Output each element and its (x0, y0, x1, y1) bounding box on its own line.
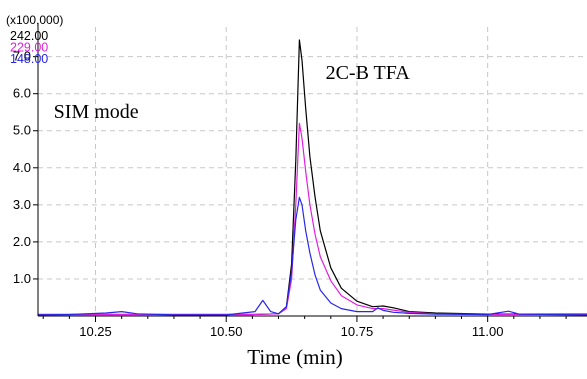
y-tick-label: 4.0 (13, 160, 31, 175)
legend-entry: 229.00 (10, 41, 48, 55)
chart-annotation: SIM mode (54, 101, 139, 123)
chart-annotation: 2C-B TFA (326, 62, 411, 84)
y-tick-label: 2.0 (13, 234, 31, 249)
y-scale-label: (x100,000) (6, 13, 63, 27)
y-tick-label: 3.0 (13, 197, 31, 212)
y-tick-label: 6.0 (13, 86, 31, 101)
grid-layer (38, 27, 587, 316)
annotations: SIM mode 2C-B TFA (54, 62, 411, 123)
y-tick-label: 1.0 (13, 271, 31, 286)
x-tick-label: 11.00 (472, 324, 504, 339)
y-tick-label: 7.0 (13, 49, 31, 64)
series-line-242-00 (38, 39, 587, 316)
x-tick-label: 10.50 (210, 324, 243, 339)
y-tick-label: 5.0 (13, 123, 31, 138)
legend-entry: 148.00 (10, 52, 48, 66)
x-axis-title: Time (min) (247, 345, 342, 369)
series-line-148-00 (37, 196, 587, 316)
x-tick-label: 10.25 (79, 324, 112, 339)
x-tick-label: 10.75 (341, 324, 374, 339)
series-layer (37, 39, 587, 316)
axis-layer: 1.0 2.0 3.0 4.0 5.0 6.0 7.0 10.25 10.50 10.75 11.0… (13, 23, 587, 339)
series-line-229-00 (38, 122, 587, 316)
legend-entry: 242.00 (10, 29, 48, 43)
